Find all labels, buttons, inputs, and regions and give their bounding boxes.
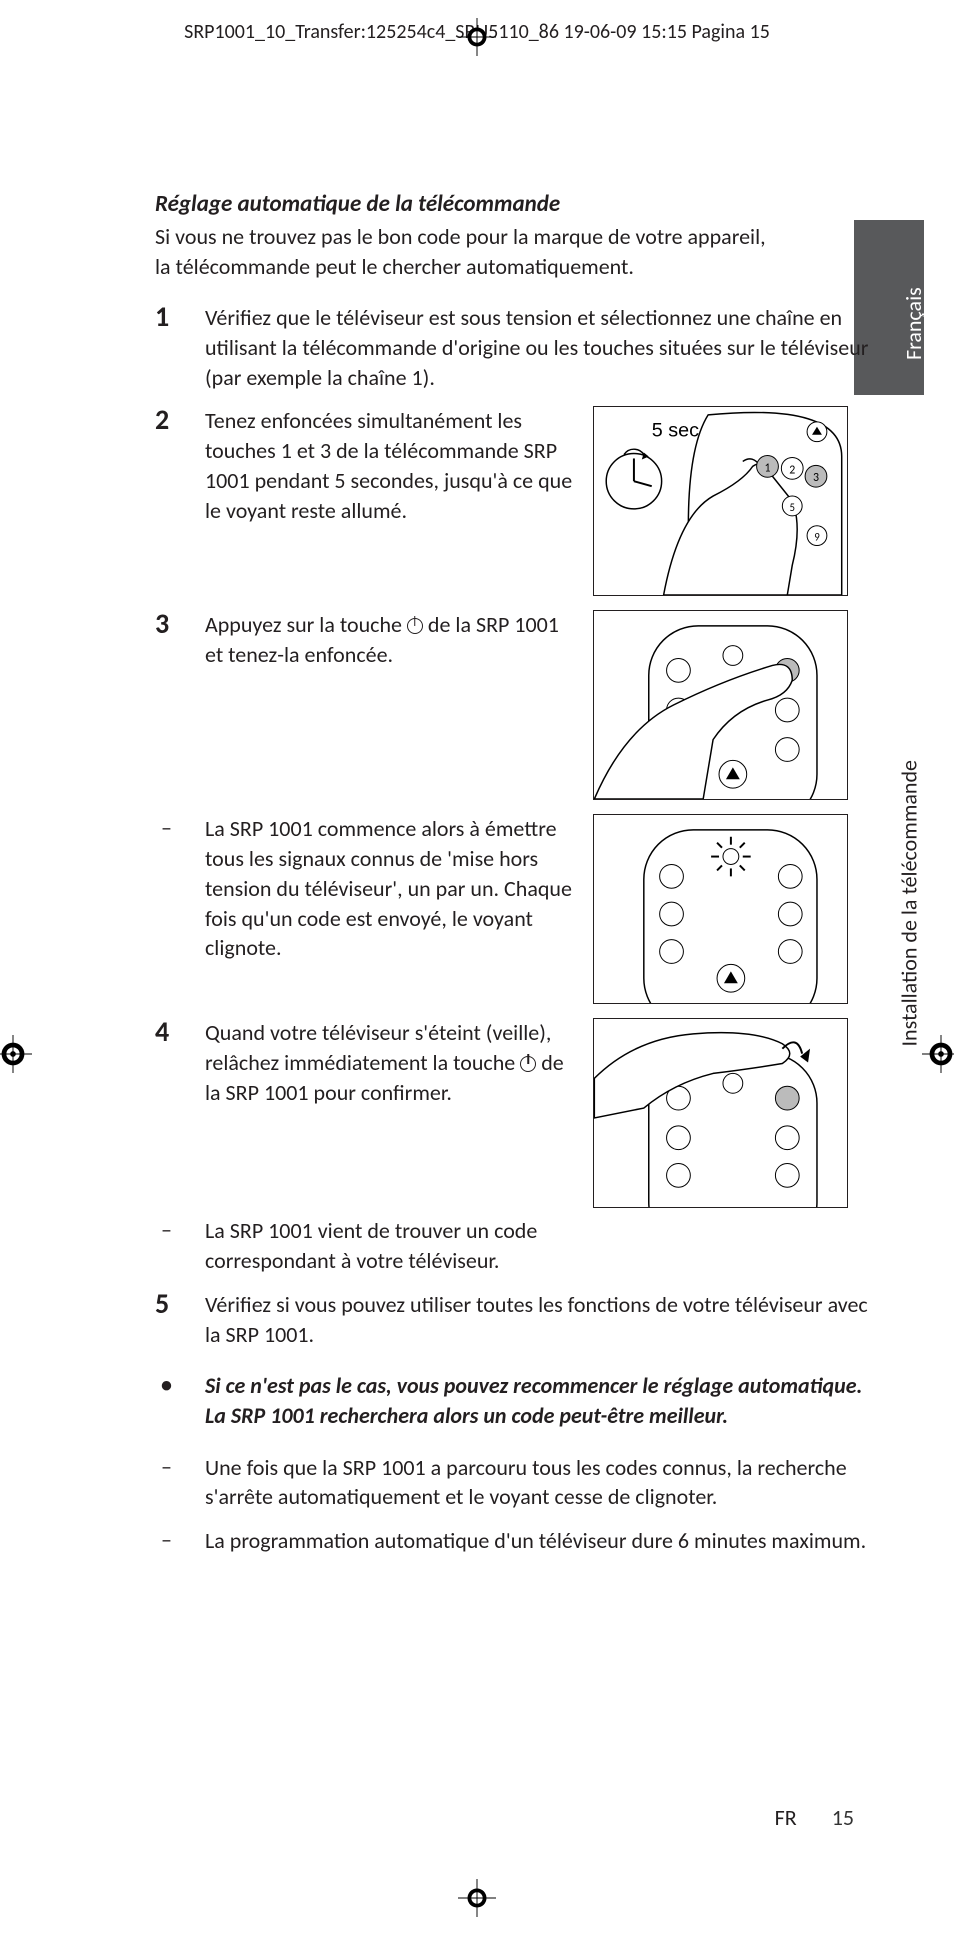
restart-text: Si ce n'est pas le cas, vous pouvez reco… (205, 1371, 875, 1430)
step-text: Vérifiez si vous pouvez utiliser toutes … (205, 1290, 875, 1349)
step-number: 5 (155, 1290, 205, 1349)
step-text: Tenez enfoncées simultanément les touche… (205, 406, 575, 596)
restart-note: • Si ce n'est pas le cas, vous pouvez re… (155, 1371, 875, 1430)
step-1: 1 Vérifiez que le téléviseur est sous te… (155, 303, 875, 392)
step-text: Quand votre téléviseur s'éteint (veille)… (205, 1018, 575, 1208)
note-text: Une fois que la SRP 1001 a parcouru tous… (205, 1453, 875, 1512)
registration-mark-bottom (458, 1879, 496, 1917)
note-all-codes: – Une fois que la SRP 1001 a parcouru to… (155, 1453, 875, 1512)
illustration-release (593, 1018, 848, 1208)
dash-marker: – (155, 814, 205, 1004)
illus-label: 5 sec. (652, 420, 705, 442)
page-content: Réglage automatique de la télécommande S… (155, 190, 875, 1570)
dash-marker: – (155, 1453, 205, 1512)
illustration-5sec: 5 sec. 1 2 3 5 9 (593, 406, 848, 596)
intro-text: Si vous ne trouvez pas le bon code pour … (155, 222, 775, 281)
illustration-press-power (593, 610, 848, 800)
step-4: 4 Quand votre téléviseur s'éteint (veill… (155, 1018, 875, 1208)
footer-lang: FR (775, 1804, 797, 1831)
page-footer: FR 15 (775, 1804, 854, 1831)
step-number: 2 (155, 406, 205, 596)
step-number: 1 (155, 303, 205, 392)
registration-mark-top (458, 18, 496, 56)
step-5: 5 Vérifiez si vous pouvez utiliser toute… (155, 1290, 875, 1349)
dash-marker: – (155, 1216, 205, 1275)
note-text: La SRP 1001 vient de trouver un code cor… (205, 1216, 575, 1275)
note-code-found: – La SRP 1001 vient de trouver un code c… (155, 1216, 875, 1275)
step-number: 4 (155, 1018, 205, 1208)
section-title: Réglage automatique de la télécommande (155, 190, 875, 218)
note-text: La programmation automatique d'un télévi… (205, 1526, 875, 1556)
step-number: 3 (155, 610, 205, 800)
section-side-label: Installation de la télécommande (896, 760, 923, 1047)
note-text: La SRP 1001 commence alors à émettre tou… (205, 814, 575, 1004)
illustration-blink (593, 814, 848, 1004)
power-icon (407, 618, 423, 634)
svg-text:2: 2 (789, 464, 795, 478)
dash-marker: – (155, 1526, 205, 1556)
footer-page-number: 15 (832, 1804, 854, 1831)
svg-text:9: 9 (814, 531, 820, 544)
registration-mark-right (922, 1035, 954, 1073)
note-duration: – La programmation automatique d'un télé… (155, 1526, 875, 1556)
bullet-marker: • (155, 1371, 205, 1430)
power-icon (520, 1056, 536, 1072)
svg-text:3: 3 (813, 472, 819, 486)
language-tab-label: Français (900, 287, 927, 360)
step-text: Appuyez sur la touche de la SRP 1001 et … (205, 610, 575, 800)
svg-text:5: 5 (789, 501, 795, 514)
registration-mark-left (0, 1035, 32, 1073)
svg-text:1: 1 (764, 462, 770, 476)
note-signals: – La SRP 1001 commence alors à émettre t… (155, 814, 875, 1004)
step-3: 3 Appuyez sur la touche de la SRP 1001 e… (155, 610, 875, 800)
step-text: Vérifiez que le téléviseur est sous tens… (205, 303, 875, 392)
step-2: 2 Tenez enfoncées simultanément les touc… (155, 406, 875, 596)
